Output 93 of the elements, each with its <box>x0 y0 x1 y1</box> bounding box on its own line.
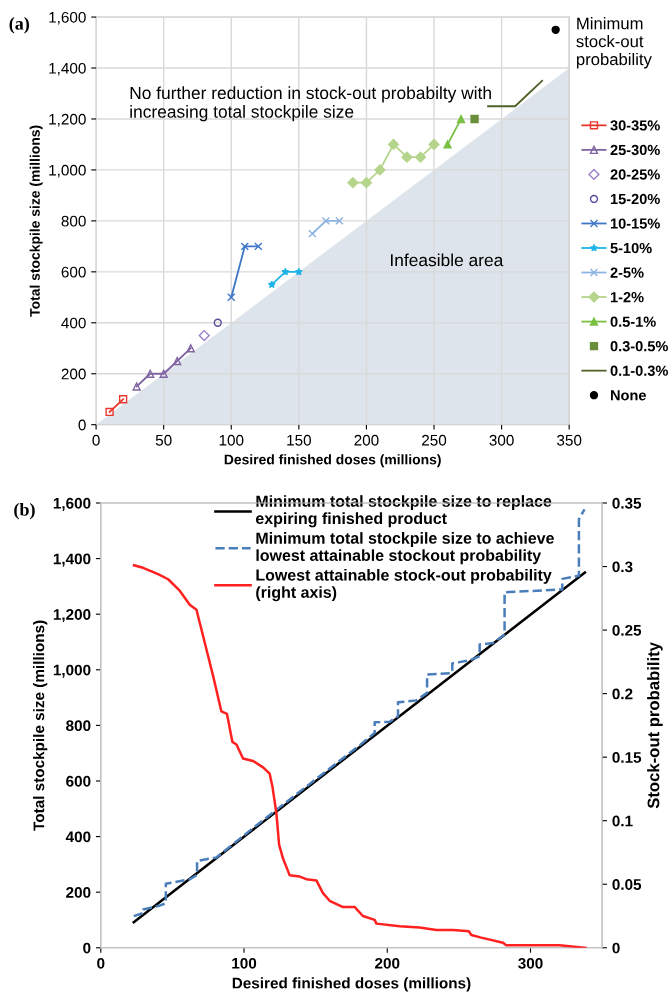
point <box>321 216 331 226</box>
annotation: No further reduction in stock-out probabilty with increasing total stockpile size <box>130 86 491 122</box>
legend-label: 0.3-0.5% <box>610 341 668 352</box>
point <box>443 140 452 149</box>
y-tick-label: 1,000 <box>49 164 86 178</box>
point <box>428 138 440 151</box>
legend-title: Minimum stock-out probability <box>576 17 652 69</box>
point <box>294 267 303 276</box>
legend-label: 15-20% <box>610 193 660 205</box>
y-tick-label: 800 <box>66 720 91 732</box>
x-tick-label: 0 <box>92 434 100 446</box>
y-axis-title: Total stockpile size (millions) <box>33 620 48 831</box>
y-tick-label: 1,200 <box>49 113 86 127</box>
chart-title: (b) <box>14 503 35 520</box>
point <box>267 280 276 289</box>
y2-axis-title: Stock-out probability <box>647 642 663 809</box>
y-tick-label: 600 <box>61 266 86 278</box>
legend-label: Minimum total stockpile size to replace expiring finished product <box>255 495 552 528</box>
point <box>360 177 373 189</box>
y2-tick-label: 0.15 <box>612 752 642 763</box>
annotation: Infeasible area <box>391 253 504 267</box>
x-tick-label: 200 <box>375 957 400 969</box>
x-tick-label: 150 <box>287 434 311 446</box>
y-tick-label: 1,400 <box>53 553 91 567</box>
point <box>145 369 155 378</box>
legend-label: 25-30% <box>610 144 660 156</box>
y2-tick-label: 0.1 <box>612 815 633 827</box>
y-tick-label: 0 <box>83 942 91 954</box>
y-axis-title: Total stockpile size (millions) <box>29 125 43 317</box>
x-tick-label: 200 <box>354 434 379 446</box>
x-tick-label: 250 <box>422 434 447 446</box>
legend-label: Lowest attainable stock-out probability (right axis) <box>256 568 552 602</box>
point <box>387 138 400 151</box>
legend-label: 0.1-0.3% <box>610 365 668 376</box>
y-tick-label: 600 <box>66 775 91 787</box>
y2-tick-label: 0.05 <box>612 879 642 890</box>
x-tick-label: 50 <box>155 434 172 446</box>
point <box>186 344 195 353</box>
point <box>159 369 168 378</box>
point <box>173 356 182 366</box>
y-tick-label: 1,000 <box>53 664 91 678</box>
point <box>118 395 128 404</box>
point <box>198 329 210 342</box>
x-tick-label: 100 <box>219 434 244 446</box>
x-tick-label: 350 <box>557 434 582 446</box>
legend-label: 10-15% <box>610 218 660 229</box>
legend-label: 0.5-1% <box>610 316 656 327</box>
point <box>227 293 236 302</box>
point <box>470 114 479 124</box>
point <box>456 114 466 124</box>
point <box>335 216 344 226</box>
legend-label: 1-2% <box>610 291 644 303</box>
x-tick-label: 100 <box>232 957 257 969</box>
y-tick-label: 1,400 <box>49 62 86 76</box>
point <box>132 382 141 391</box>
y2-tick-label: 0 <box>612 942 620 954</box>
y-tick-label: 400 <box>61 317 86 329</box>
y2-tick-label: 0.25 <box>612 624 642 636</box>
point <box>401 151 413 163</box>
point <box>374 164 386 176</box>
point <box>213 318 222 327</box>
y2-tick-label: 0.2 <box>612 688 633 700</box>
legend-label: 30-35% <box>610 120 660 131</box>
y-tick-label: 800 <box>61 215 86 227</box>
y2-tick-label: 0.3 <box>612 561 633 573</box>
x-tick-label: 300 <box>489 434 514 446</box>
point <box>414 151 427 163</box>
y-tick-label: 400 <box>65 831 91 843</box>
legend-label: 20-25% <box>610 169 660 180</box>
y2-tick-label: 0.35 <box>612 497 642 509</box>
x-axis-title: Desired finished doses (millions) <box>232 977 471 992</box>
line-series <box>132 508 586 918</box>
y-tick-label: 1,600 <box>53 497 91 511</box>
point <box>308 229 317 238</box>
legend-label: Minimum total stockpile size to achieve lowest attainable stockout probability <box>256 532 554 565</box>
legend-label: 5-10% <box>610 242 652 254</box>
point <box>551 25 560 34</box>
y-tick-label: 0 <box>78 419 86 431</box>
point <box>240 242 249 251</box>
point <box>347 177 359 189</box>
point <box>105 407 114 417</box>
y-tick-label: 1,600 <box>49 11 86 25</box>
y-tick-label: 200 <box>61 368 86 380</box>
x-tick-label: 0 <box>97 957 105 969</box>
x-axis-title: Desired finished doses (millions) <box>224 454 441 468</box>
legend-label: None <box>610 390 646 401</box>
y-tick-label: 200 <box>66 887 91 898</box>
chart-title: (a) <box>9 17 29 34</box>
point <box>254 242 263 251</box>
x-tick-label: 300 <box>518 957 543 969</box>
point <box>281 267 290 276</box>
legend-label: 2-5% <box>610 267 644 278</box>
y-tick-label: 1,200 <box>53 609 91 623</box>
